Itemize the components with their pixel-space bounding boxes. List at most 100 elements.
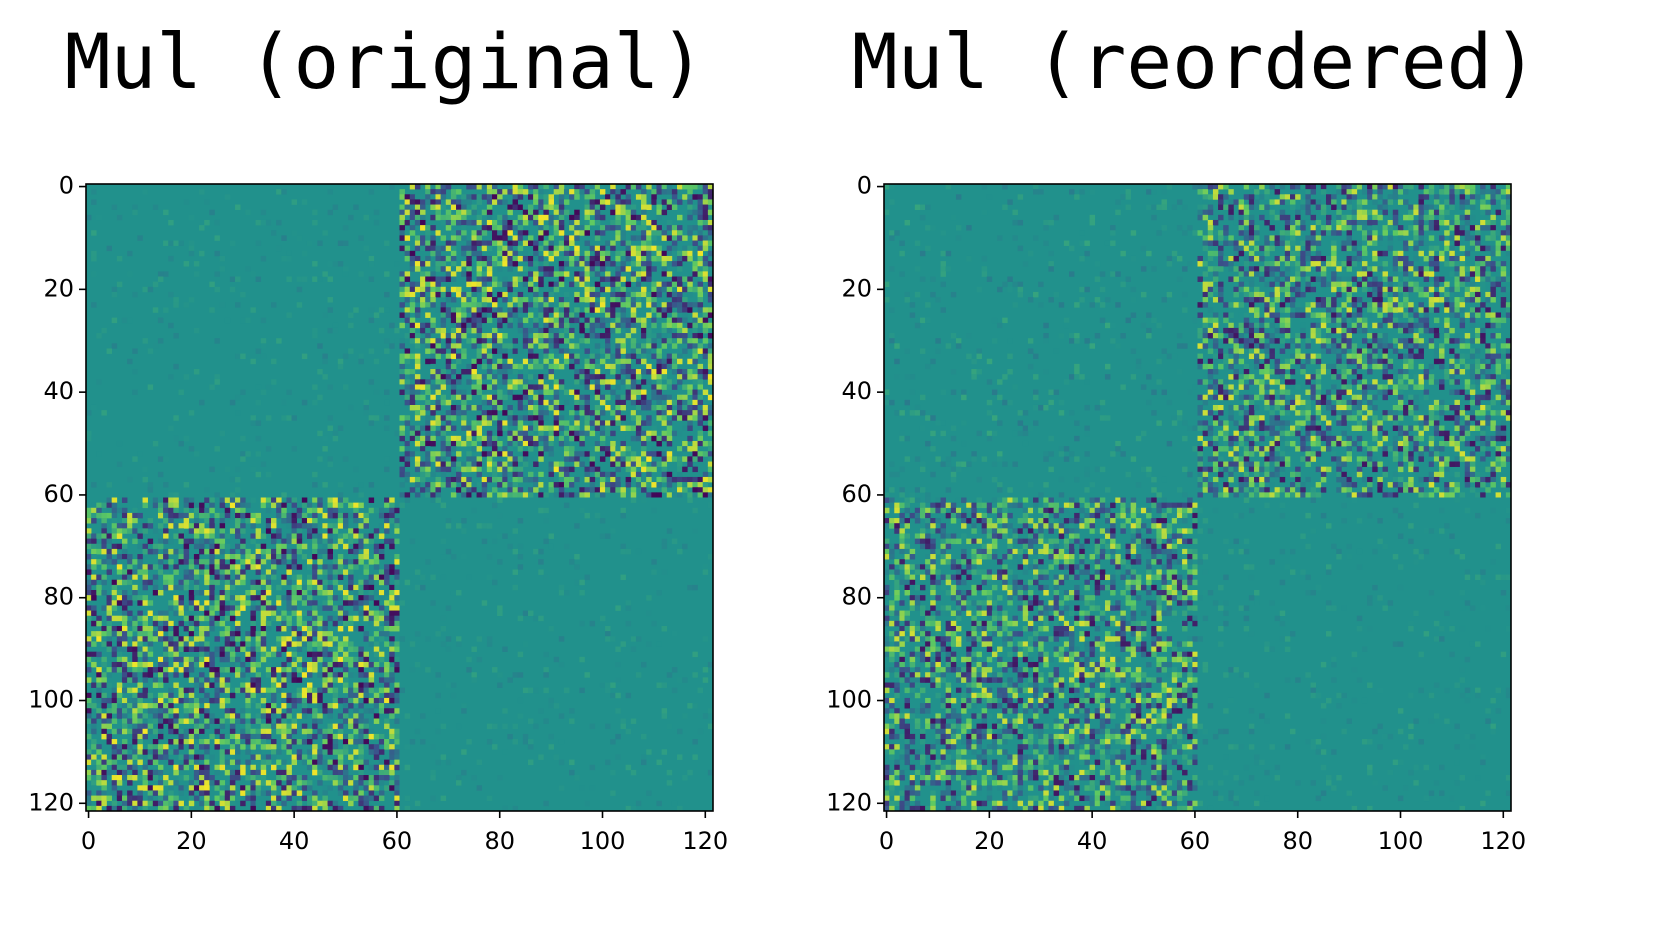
heatmap-texture xyxy=(142,728,148,735)
heatmap-texture xyxy=(193,528,200,534)
heatmap-texture xyxy=(199,543,205,550)
heatmap-texture xyxy=(461,461,467,467)
heatmap-texture xyxy=(116,543,123,550)
heatmap-texture xyxy=(353,204,359,210)
heatmap-texture xyxy=(188,250,195,257)
heatmap-texture xyxy=(620,297,626,303)
heatmap-texture xyxy=(661,374,668,380)
heatmap-texture xyxy=(584,487,590,493)
heatmap-texture xyxy=(373,600,380,606)
heatmap-texture xyxy=(245,723,251,730)
heatmap-texture xyxy=(368,497,375,503)
heatmap-texture xyxy=(86,667,92,673)
heatmap-texture xyxy=(682,374,688,380)
heatmap-texture xyxy=(630,435,637,442)
heatmap-texture xyxy=(265,507,272,514)
heatmap-texture xyxy=(317,394,323,401)
heatmap-texture xyxy=(291,538,298,545)
heatmap-texture xyxy=(656,184,662,190)
heatmap-texture xyxy=(579,451,585,457)
heatmap-texture xyxy=(497,420,503,426)
heatmap-texture xyxy=(86,708,92,714)
heatmap-texture xyxy=(486,456,493,462)
heatmap-texture xyxy=(389,590,395,596)
heatmap-texture xyxy=(368,559,375,565)
heatmap-texture xyxy=(363,590,369,596)
heatmap-texture xyxy=(116,682,123,688)
heatmap-texture xyxy=(635,317,642,324)
heatmap-texture xyxy=(219,631,226,637)
heatmap-texture xyxy=(224,759,231,766)
heatmap-texture xyxy=(229,579,236,586)
heatmap-texture xyxy=(363,718,369,724)
heatmap-texture xyxy=(584,384,590,390)
heatmap-texture xyxy=(147,661,154,668)
heatmap-texture xyxy=(409,333,416,339)
heatmap-texture xyxy=(425,322,431,329)
heatmap-texture xyxy=(178,595,184,601)
heatmap-texture xyxy=(296,631,303,637)
heatmap-texture xyxy=(522,204,529,210)
heatmap-texture xyxy=(245,559,251,565)
heatmap-texture xyxy=(584,451,590,457)
heatmap-texture xyxy=(512,199,519,205)
heatmap-texture xyxy=(173,600,179,606)
heatmap-texture xyxy=(199,631,205,637)
heatmap-texture xyxy=(353,625,359,632)
heatmap-texture xyxy=(358,533,364,539)
heatmap-texture xyxy=(260,733,267,740)
heatmap-texture xyxy=(291,661,298,668)
heatmap-texture xyxy=(605,425,611,431)
heatmap-texture xyxy=(471,286,477,293)
heatmap-texture xyxy=(306,595,313,601)
heatmap-texture xyxy=(147,641,154,647)
heatmap-texture xyxy=(281,559,287,565)
heatmap-texture xyxy=(682,184,688,190)
heatmap-texture xyxy=(265,687,272,694)
heatmap-texture xyxy=(461,476,467,483)
heatmap-texture xyxy=(394,554,400,560)
heatmap-texture xyxy=(543,338,549,344)
heatmap-texture xyxy=(456,374,462,380)
heatmap-texture xyxy=(471,466,477,473)
heatmap-texture xyxy=(384,456,390,462)
heatmap-texture xyxy=(533,240,539,246)
heatmap-texture xyxy=(368,687,375,694)
heatmap-texture xyxy=(281,728,287,735)
heatmap-texture xyxy=(538,225,544,231)
heatmap-texture xyxy=(188,240,195,246)
heatmap-texture xyxy=(132,456,138,462)
heatmap-texture xyxy=(456,204,462,210)
heatmap-texture xyxy=(486,271,493,277)
heatmap-texture xyxy=(378,595,385,601)
heatmap-texture xyxy=(620,291,626,298)
heatmap-texture xyxy=(517,225,524,231)
heatmap-texture xyxy=(312,631,318,637)
heatmap-texture xyxy=(481,348,488,354)
heatmap-texture xyxy=(301,600,308,606)
heatmap-texture xyxy=(173,523,179,529)
heatmap-texture xyxy=(111,559,118,565)
heatmap-texture xyxy=(641,189,647,195)
heatmap-texture xyxy=(563,235,570,241)
heatmap-texture xyxy=(188,502,195,509)
heatmap-texture xyxy=(584,476,590,483)
heatmap-texture xyxy=(394,692,400,699)
heatmap-texture xyxy=(384,759,390,766)
heatmap-texture xyxy=(204,646,210,652)
heatmap-texture xyxy=(193,723,200,730)
heatmap-texture xyxy=(558,291,565,298)
heatmap-texture xyxy=(543,322,549,329)
heatmap-texture xyxy=(250,559,256,565)
heatmap-texture xyxy=(430,281,436,288)
heatmap-texture xyxy=(137,651,143,658)
heatmap-texture xyxy=(409,250,416,257)
heatmap-texture xyxy=(342,595,349,601)
heatmap-texture xyxy=(579,281,585,288)
heatmap-texture xyxy=(425,189,431,195)
heatmap-texture xyxy=(116,564,123,570)
heatmap-texture xyxy=(543,250,549,257)
heatmap-texture xyxy=(183,512,190,519)
heatmap-texture xyxy=(322,533,328,539)
heatmap-texture xyxy=(193,533,200,539)
